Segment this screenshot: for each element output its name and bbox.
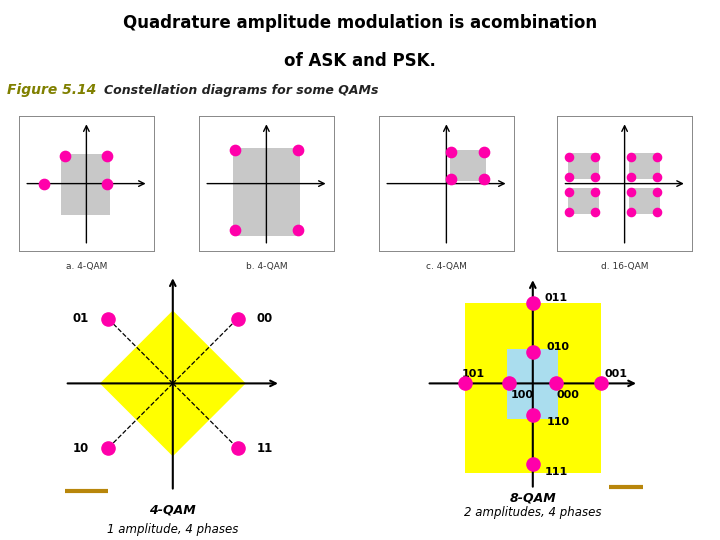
Text: 10: 10: [73, 442, 89, 455]
Point: [651, 207, 662, 216]
Point: [564, 153, 575, 161]
Point: [527, 347, 539, 356]
Text: 8-QAM: 8-QAM: [510, 491, 556, 504]
Bar: [629, 153, 660, 179]
Bar: [568, 188, 598, 214]
Point: [564, 172, 575, 181]
Point: [527, 411, 539, 420]
Text: a. 4-QAM: a. 4-QAM: [66, 262, 107, 271]
Point: [459, 379, 471, 388]
Point: [625, 207, 636, 216]
Bar: [233, 148, 300, 237]
Text: Constellation diagrams for some QAMs: Constellation diagrams for some QAMs: [104, 84, 379, 97]
Text: 1 amplitude, 4 phases: 1 amplitude, 4 phases: [107, 523, 238, 536]
Point: [590, 153, 601, 161]
Point: [651, 172, 662, 181]
Text: 111: 111: [544, 467, 568, 477]
Point: [102, 152, 113, 160]
Text: 010: 010: [546, 342, 570, 352]
Point: [595, 379, 606, 388]
Point: [590, 172, 601, 181]
Point: [292, 145, 304, 154]
Point: [625, 188, 636, 197]
Point: [590, 188, 601, 197]
Point: [651, 188, 662, 197]
Point: [102, 314, 114, 323]
Point: [527, 299, 539, 307]
Bar: [568, 153, 598, 179]
Text: 2 amplitudes, 4 phases: 2 amplitudes, 4 phases: [464, 507, 601, 519]
Point: [232, 314, 243, 323]
Point: [478, 147, 490, 156]
Bar: [450, 150, 485, 181]
Point: [38, 179, 50, 188]
Text: b. 4-QAM: b. 4-QAM: [246, 262, 287, 271]
Text: 011: 011: [544, 293, 568, 303]
Point: [625, 172, 636, 181]
Text: d. 16-QAM: d. 16-QAM: [601, 262, 648, 271]
Point: [102, 444, 114, 453]
Text: 001: 001: [604, 369, 627, 379]
Point: [102, 179, 113, 188]
Point: [550, 379, 562, 388]
Point: [564, 207, 575, 216]
Text: 01: 01: [73, 312, 89, 325]
Text: Figure 5.14: Figure 5.14: [7, 84, 96, 97]
Text: 000: 000: [557, 390, 580, 400]
Bar: [61, 154, 109, 215]
Point: [60, 152, 71, 160]
Text: c. 4-QAM: c. 4-QAM: [426, 262, 467, 271]
Bar: [508, 349, 558, 420]
Text: of ASK and PSK.: of ASK and PSK.: [284, 52, 436, 70]
Text: 100: 100: [510, 390, 534, 400]
Point: [625, 153, 636, 161]
Point: [590, 207, 601, 216]
Bar: [629, 188, 660, 214]
Point: [229, 226, 240, 234]
Point: [446, 174, 457, 183]
Point: [651, 153, 662, 161]
Bar: [465, 303, 600, 472]
Point: [292, 226, 304, 234]
Point: [229, 145, 240, 154]
Point: [564, 188, 575, 197]
Text: 11: 11: [256, 442, 273, 455]
Point: [504, 379, 516, 388]
Point: [446, 147, 457, 156]
Text: Quadrature amplitude modulation is acombination: Quadrature amplitude modulation is acomb…: [123, 15, 597, 32]
Text: 101: 101: [462, 369, 485, 379]
Text: 00: 00: [256, 312, 273, 325]
Point: [527, 460, 539, 468]
Text: 110: 110: [546, 416, 570, 427]
Point: [232, 444, 243, 453]
Polygon shape: [100, 310, 246, 456]
Point: [478, 174, 490, 183]
Text: 4-QAM: 4-QAM: [150, 504, 196, 517]
